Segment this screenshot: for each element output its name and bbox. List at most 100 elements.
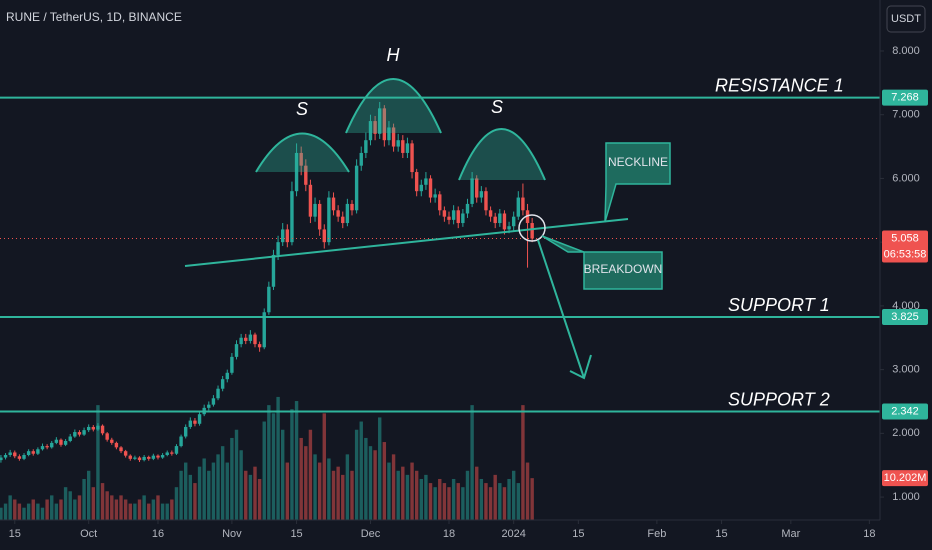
volume-bar: [119, 495, 123, 520]
candle-body: [110, 439, 114, 443]
level-label: RESISTANCE 1: [715, 75, 844, 95]
candle-body: [73, 432, 77, 437]
volume-bar: [382, 442, 387, 520]
candle-body: [433, 194, 437, 198]
volume-bar: [290, 409, 294, 520]
candle-body: [234, 344, 239, 357]
volume-bar: [442, 483, 447, 520]
candle-body: [447, 216, 451, 220]
x-tick-label: 15: [9, 528, 21, 540]
volume-bar: [262, 421, 266, 520]
volume-bar: [123, 499, 128, 520]
candle-body: [493, 216, 497, 224]
axis-price-box: [882, 89, 928, 106]
x-tick-label: Dec: [361, 528, 381, 540]
candle-body: [142, 456, 146, 461]
candle-body: [123, 451, 128, 456]
callout-box: [604, 142, 671, 223]
volume-bar: [438, 478, 442, 520]
volume-bar: [96, 405, 100, 520]
candle-body: [216, 388, 220, 399]
volume-bar: [475, 466, 479, 520]
candle-body: [100, 425, 105, 434]
chart-title: RUNE / TetherUS, 1D, BINANCE: [6, 10, 182, 24]
volume-bar: [461, 487, 465, 520]
candle-body: [507, 226, 511, 230]
candle-body: [244, 337, 248, 341]
volume-bar: [336, 466, 340, 520]
candle-body: [525, 210, 530, 224]
candle-body: [391, 127, 396, 147]
arrow-head: [569, 354, 592, 380]
shoulder-arc: [458, 128, 546, 181]
volume-bar: [105, 491, 109, 520]
axis-price-box: [882, 403, 928, 420]
volume-bar: [359, 421, 363, 520]
candle-body: [327, 197, 331, 243]
volume-bar: [63, 487, 68, 520]
pattern-label: H: [387, 45, 401, 65]
volume-bar: [54, 503, 59, 520]
volume-bar: [285, 462, 290, 520]
volume-bar: [225, 462, 229, 520]
candle-body: [456, 210, 460, 224]
candle-body: [82, 430, 86, 435]
volume-bar: [364, 437, 368, 520]
volume-bar: [308, 429, 313, 520]
volume-bar: [0, 507, 3, 520]
volume-bar: [207, 470, 211, 520]
candle-body: [22, 455, 26, 459]
candle-body: [119, 447, 123, 452]
currency-button[interactable]: [886, 5, 926, 33]
volume-bar: [77, 495, 82, 520]
volume-bar: [3, 503, 8, 520]
volume-bar: [387, 462, 391, 520]
candle-body: [442, 210, 447, 217]
axis-price-text: 5.058: [891, 232, 919, 244]
volume-bar: [451, 478, 456, 520]
candle-body: [156, 455, 160, 458]
candle-body: [317, 203, 322, 230]
volume-bar: [479, 478, 484, 520]
candle-body: [36, 449, 40, 454]
volume-bar: [174, 487, 179, 520]
volume-bar: [530, 478, 534, 520]
candle-body: [17, 456, 22, 459]
volume-bar: [165, 503, 169, 520]
volume-bar: [267, 405, 271, 520]
volume-bar: [193, 483, 197, 520]
y-tick-label: 1.000: [892, 491, 920, 503]
candle-body: [253, 334, 257, 345]
volume-bar: [331, 470, 336, 520]
candle-body: [313, 203, 317, 217]
candle-body: [354, 165, 359, 211]
volume-bar: [137, 499, 142, 520]
candle-body: [262, 312, 266, 348]
candle-body: [521, 197, 525, 211]
price-axis: [880, 0, 932, 550]
volume-bar: [424, 474, 428, 520]
volume-bar: [419, 478, 423, 520]
volume-bar: [86, 470, 91, 520]
volume-bar: [493, 474, 497, 520]
currency[interactable]: USDT: [891, 13, 921, 25]
candle-body: [211, 398, 216, 405]
x-tick-label: 16: [152, 528, 164, 540]
volume-bar: [327, 458, 331, 520]
volume-bar: [304, 446, 308, 520]
volume-bar: [13, 499, 17, 520]
candle-body: [257, 344, 262, 348]
candle-body: [54, 439, 59, 443]
volume-bar: [197, 466, 202, 520]
volume-bar: [299, 437, 303, 520]
pattern-label: S: [491, 97, 503, 117]
y-tick-label: 2.000: [892, 427, 920, 439]
neckline: [184, 218, 629, 267]
candle-body: [359, 152, 363, 166]
candle-body: [105, 433, 109, 440]
candle-body: [438, 194, 442, 211]
candle-body: [530, 223, 534, 239]
candle-body: [137, 457, 142, 461]
candle-body: [470, 178, 474, 204]
volume-bar: [414, 470, 419, 520]
